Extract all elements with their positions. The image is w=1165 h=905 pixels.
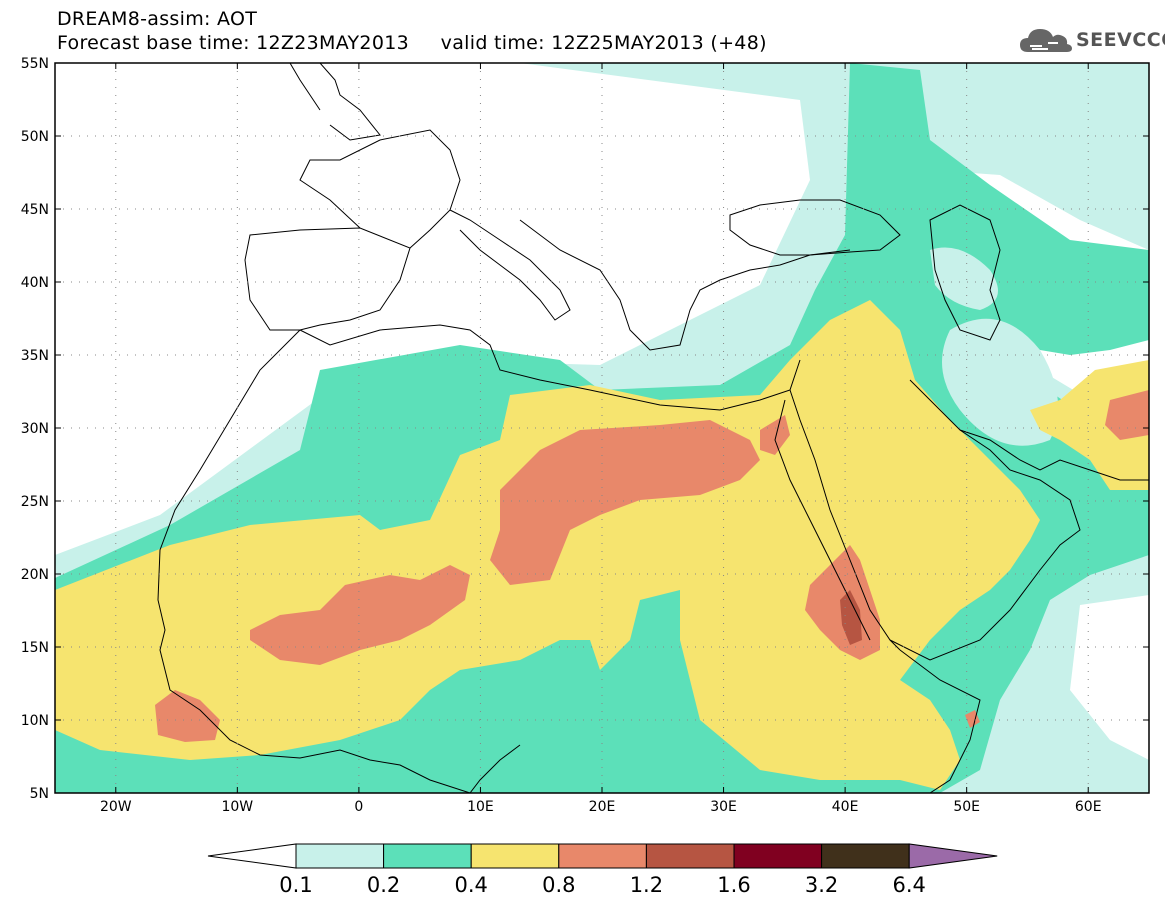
lat-tick-label: 40N	[21, 275, 49, 291]
aot-band-0.4-east	[1030, 360, 1149, 490]
coastlines	[157, 63, 1149, 793]
aot-band-0.8-sahara	[490, 420, 760, 585]
coastline-caspian	[929, 204, 1001, 341]
colorbar-segment	[558, 843, 647, 869]
colorbar-label: 0.4	[454, 873, 487, 897]
colorbar-segment	[733, 843, 823, 869]
colorbar-under-arrow	[207, 843, 297, 869]
coastline-arabia	[889, 379, 1081, 661]
aot-band-0.8-sahel	[250, 565, 470, 665]
lon-tick-label: 20E	[589, 799, 616, 815]
aot-band-0.8-nile	[760, 415, 790, 455]
lat-tick-label: 25N	[21, 494, 49, 510]
coastline-red-sea	[774, 389, 901, 651]
lat-tick-label: 10N	[21, 713, 49, 729]
lon-tick-label: 40E	[832, 799, 859, 815]
coastline-france	[299, 129, 461, 249]
lon-tick-label: 10E	[467, 799, 494, 815]
lat-tick-label: 30N	[21, 421, 49, 437]
lat-tick-label: 55N	[21, 56, 49, 72]
coastline-black-sea	[729, 199, 901, 256]
map-gridlines	[55, 62, 1149, 794]
coastline-britain	[289, 63, 381, 141]
coastline-north-africa	[299, 324, 801, 411]
aot-band-0.8-guinea	[155, 690, 220, 742]
colorbar-label: 6.4	[892, 873, 925, 897]
colorbar-segment	[645, 843, 735, 869]
brand-name: SEEVCCC	[1076, 29, 1165, 51]
aot-band-0.8-east	[1105, 390, 1149, 440]
colorbar-label: 1.6	[717, 873, 750, 897]
colorbar-segment	[821, 843, 910, 869]
aot-contour-fill	[55, 63, 1149, 793]
colorbar: 0.1 0.2 0.4 0.8 1.2 1.6 3.2 6.4	[207, 843, 998, 897]
lat-tick-label: 20N	[21, 567, 49, 583]
cloud-icon	[1020, 29, 1072, 52]
colorbar-over-arrow	[908, 843, 998, 869]
coastline-persian-gulf	[959, 429, 1149, 481]
aot-band-0.2-lake-north	[930, 247, 998, 310]
colorbar-label: 1.2	[630, 873, 663, 897]
coastline-gulf-guinea	[469, 744, 521, 793]
lat-tick-label: 45N	[21, 202, 49, 218]
coastline-italy	[449, 209, 571, 321]
map-axis-ticks: 20W 10W 0 10E 20E 30E 40E 50E 60E 5N 10N 15N 20N 25N 3…	[21, 56, 1149, 815]
colorbar-segment	[470, 843, 560, 869]
lon-tick-label: 30E	[710, 799, 737, 815]
lon-tick-label: 0	[354, 799, 363, 815]
lon-tick-label: 20W	[100, 799, 132, 815]
lat-tick-label: 15N	[21, 640, 49, 656]
lon-tick-label: 60E	[1075, 799, 1102, 815]
map-title: DREAM8-assim: AOT	[57, 8, 258, 30]
lat-tick-label: 50N	[21, 129, 49, 145]
lat-tick-label: 35N	[21, 348, 49, 364]
aot-band-0.2-lake	[942, 318, 1058, 446]
colorbar-label: 3.2	[805, 873, 838, 897]
coastline-iberia	[244, 227, 411, 331]
lon-tick-label: 10W	[221, 799, 253, 815]
forecast-time-subtitle: Forecast base time: 12Z23MAY2013 valid t…	[57, 32, 767, 54]
brand-logo: SEEVCCC	[1018, 24, 1165, 56]
colorbar-label: 0.2	[367, 873, 400, 897]
colorbar-label: 0.8	[542, 873, 575, 897]
colorbar-segment	[383, 843, 472, 869]
coastline-balkans-greece	[519, 219, 851, 351]
lon-tick-label: 50E	[953, 799, 980, 815]
lat-tick-label: 5N	[30, 786, 49, 802]
colorbar-segment	[295, 843, 385, 869]
colorbar-label: 0.1	[279, 873, 312, 897]
coastline-west-africa	[157, 329, 471, 793]
